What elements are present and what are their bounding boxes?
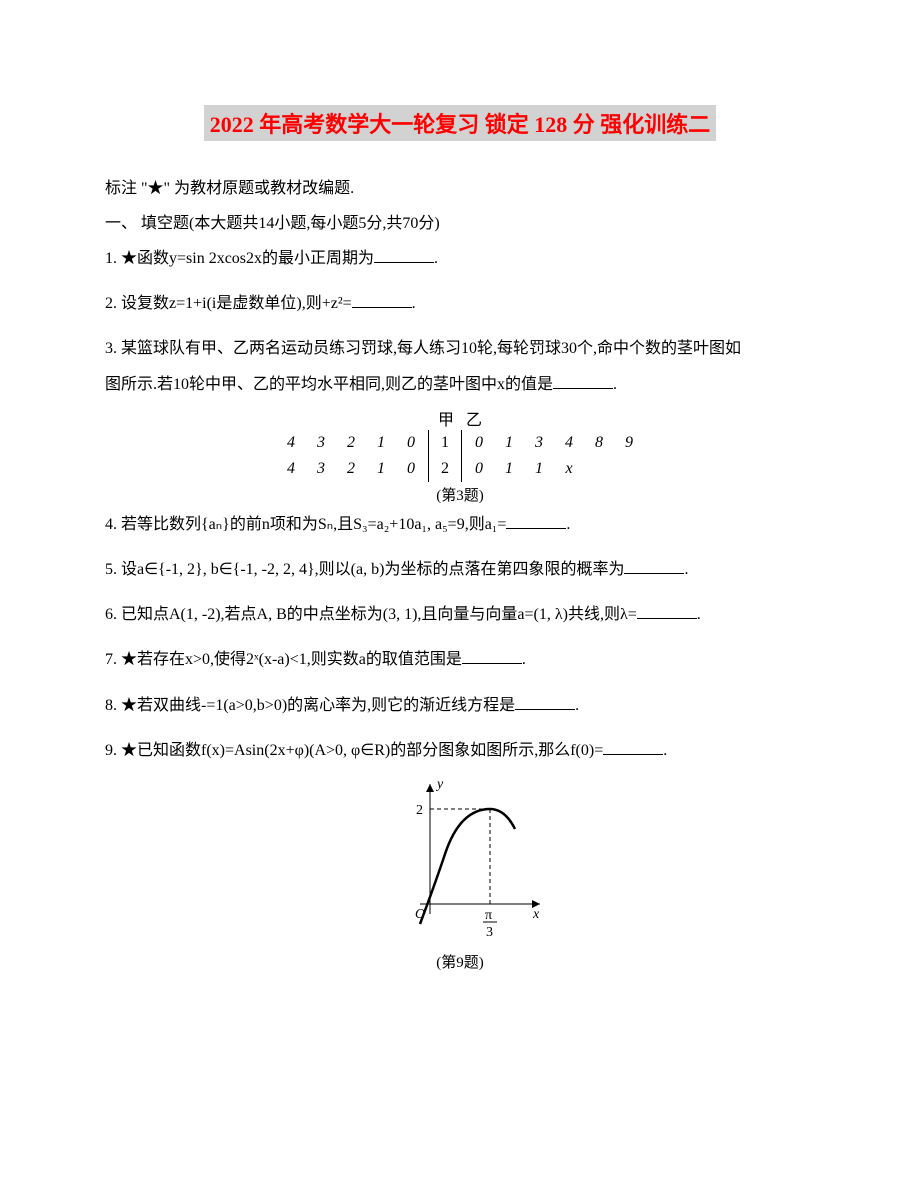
page-title: 2022 年高考数学大一轮复习 锁定 128 分 强化训练二	[204, 105, 717, 141]
cell: 1	[368, 460, 394, 478]
question-7: 7. ★若存在x>0,使得2ˣ(x-a)<1,则实数a的取值范围是.	[105, 642, 815, 677]
cell: 1	[368, 434, 394, 452]
cell: 1	[496, 460, 522, 478]
document-page: 2022 年高考数学大一轮复习 锁定 128 分 强化训练二 标注 "★" 为教…	[0, 0, 920, 1191]
spacer	[105, 587, 815, 597]
x-label: x	[532, 907, 540, 922]
x-tick-3: 3	[486, 925, 493, 940]
blank-3	[553, 372, 613, 389]
spacer	[105, 542, 815, 552]
cell: 1	[526, 460, 552, 478]
question-3-line2: 图所示.若10轮中甲、乙的平均水平相同,则乙的茎叶图中x的值是.	[105, 367, 815, 402]
q4-text: 4. 若等比数列{aₙ}的前n项和为Sₙ,且S₃=a₂+10a₁, a₅=9,则…	[105, 516, 506, 533]
cell: 9	[616, 434, 642, 452]
spacer	[105, 632, 815, 642]
cell: 3	[308, 460, 334, 478]
q7-text: 7. ★若存在x>0,使得2ˣ(x-a)<1,则实数a的取值范围是	[105, 651, 462, 668]
y-arrow-icon	[426, 784, 434, 792]
question-5: 5. 设a∈{-1, 2}, b∈{-1, -2, 2, 4},则以(a, b)…	[105, 552, 815, 587]
question-8: 8. ★若双曲线-=1(a>0,b>0)的离心率为,则它的渐近线方程是.	[105, 688, 815, 723]
cell: 4	[278, 434, 304, 452]
cell: 3	[526, 434, 552, 452]
cell: 2	[338, 460, 364, 478]
question-3-line1: 3. 某篮球队有甲、乙两名运动员练习罚球,每人练习10轮,每轮罚球30个,命中个…	[105, 331, 815, 366]
section-header: 一、 填空题(本大题共14小题,每小题5分,共70分)	[105, 206, 815, 241]
question-1: 1. ★函数y=sin 2xcos2x的最小正周期为.	[105, 241, 815, 276]
spacer	[105, 276, 815, 286]
spacer	[105, 678, 815, 688]
q8-text: 8. ★若双曲线-=1(a>0,b>0)的离心率为,则它的渐近线方程是	[105, 697, 515, 714]
curve	[420, 809, 515, 924]
q5-text: 5. 设a∈{-1, 2}, b∈{-1, -2, 2, 4},则以(a, b)…	[105, 561, 624, 578]
period: .	[663, 742, 667, 759]
y-tick-2: 2	[416, 803, 423, 818]
cell: 4	[556, 434, 582, 452]
stem: 1	[428, 430, 462, 456]
title-wrap: 2022 年高考数学大一轮复习 锁定 128 分 强化训练二	[105, 90, 815, 171]
spacer	[105, 723, 815, 733]
cell: 0	[398, 460, 424, 478]
period: .	[434, 250, 438, 267]
cell: 0	[466, 434, 492, 452]
origin-label: O	[415, 907, 425, 922]
period: .	[684, 561, 688, 578]
note-line: 标注 "★" 为教材原题或教材改编题.	[105, 171, 815, 206]
sine-graph-svg: y x 2 O π 3	[365, 774, 555, 944]
blank-4	[506, 512, 566, 529]
stem-leaf-plot: 甲 乙 4 3 2 1 0 1 0 1 3 4 8 9 4 3 2 1 0 2 …	[105, 406, 815, 505]
blank-6	[637, 602, 697, 619]
cell: 3	[308, 434, 334, 452]
question-9: 9. ★已知函数f(x)=Asin(2x+φ)(A>0, φ∈R)的部分图象如图…	[105, 733, 815, 768]
graph-caption: (第9题)	[105, 951, 815, 972]
period: .	[575, 697, 579, 714]
x-tick-pi: π	[485, 908, 492, 923]
blank-1	[374, 246, 434, 263]
blank-9	[603, 738, 663, 755]
q6-text: 6. 已知点A(1, -2),若点A, B的中点坐标为(3, 1),且向量与向量…	[105, 606, 637, 623]
question-4: 4. 若等比数列{aₙ}的前n项和为Sₙ,且S₃=a₂+10a₁, a₅=9,则…	[105, 507, 815, 542]
period: .	[697, 606, 701, 623]
question-2: 2. 设复数z=1+i(i是虚数单位),则+z²=.	[105, 286, 815, 321]
blank-8	[515, 693, 575, 710]
stemleaf-row-1: 4 3 2 1 0 2 0 1 1 x	[105, 456, 815, 482]
header-right: 乙	[466, 406, 482, 430]
stem: 2	[428, 456, 462, 482]
cell: 0	[466, 460, 492, 478]
cell: 8	[586, 434, 612, 452]
stemleaf-row-0: 4 3 2 1 0 1 0 1 3 4 8 9	[105, 430, 815, 456]
spacer	[105, 321, 815, 331]
q3b-text: 图所示.若10轮中甲、乙的平均水平相同,则乙的茎叶图中x的值是	[105, 376, 553, 393]
q1-text: 1. ★函数y=sin 2xcos2x的最小正周期为	[105, 250, 374, 267]
period: .	[613, 376, 617, 393]
cell: 0	[398, 434, 424, 452]
blank-5	[624, 557, 684, 574]
q2-text: 2. 设复数z=1+i(i是虚数单位),则+z²=	[105, 295, 352, 312]
period: .	[566, 516, 570, 533]
graph-9: y x 2 O π 3 (第9题)	[105, 774, 815, 972]
stemleaf-caption: (第3题)	[105, 484, 815, 505]
cell: 4	[278, 460, 304, 478]
blank-2	[352, 291, 412, 308]
period: .	[412, 295, 416, 312]
question-6: 6. 已知点A(1, -2),若点A, B的中点坐标为(3, 1),且向量与向量…	[105, 597, 815, 632]
cell: x	[556, 460, 582, 478]
cell: 1	[496, 434, 522, 452]
cell: 2	[338, 434, 364, 452]
period: .	[522, 651, 526, 668]
q9-text: 9. ★已知函数f(x)=Asin(2x+φ)(A>0, φ∈R)的部分图象如图…	[105, 742, 603, 759]
blank-7	[462, 647, 522, 664]
y-label: y	[435, 777, 444, 792]
stemleaf-header: 甲 乙	[105, 406, 815, 430]
header-left: 甲	[438, 406, 454, 430]
